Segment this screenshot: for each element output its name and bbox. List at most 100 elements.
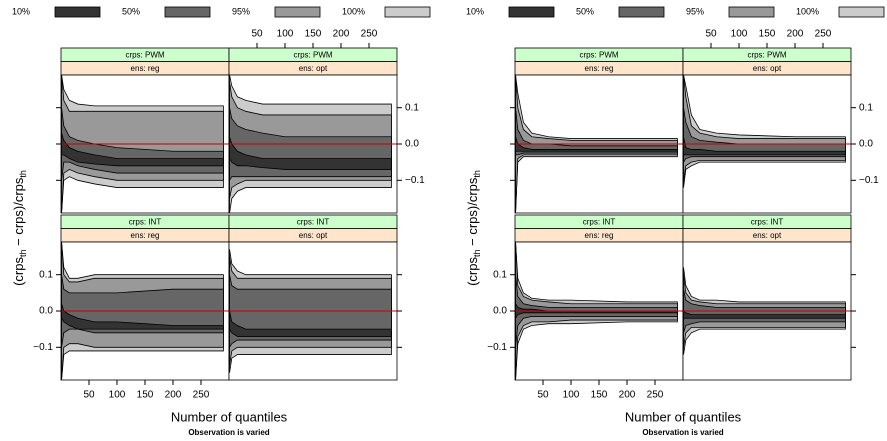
y-tick-label: 0.0 [859, 139, 873, 150]
legend-label: 10% [466, 6, 484, 16]
strip-label: crps: PWM [579, 50, 618, 59]
legend-label: 95% [232, 6, 250, 16]
subtitle: Observation is varied [642, 428, 723, 437]
x-tick-label: 150 [759, 29, 776, 40]
legend-label: 50% [576, 6, 594, 16]
quantile-band [683, 310, 846, 319]
x-tick-label: 150 [137, 390, 154, 401]
legend-swatch [508, 6, 555, 18]
x-tick-label: 100 [731, 29, 748, 40]
legend-swatch [274, 6, 321, 18]
strip-label: ens: opt [753, 231, 782, 240]
legend-label: 100% [796, 6, 819, 16]
strip-label: ens: reg [585, 64, 614, 73]
x-tick-label: 100 [563, 390, 580, 401]
y-axis-label-part: − crps) [11, 206, 26, 250]
panel [61, 242, 229, 380]
y-axis-label-part: crps [11, 177, 26, 202]
chart: 10% 50% 95% 100% crps: PWM ens: reg crps: PWM e… [11, 6, 431, 437]
strip-label: ens: opt [299, 231, 328, 240]
x-tick-label: 50 [83, 390, 95, 401]
x-tick-label: 100 [109, 390, 126, 401]
x-tick-label: 50 [705, 29, 717, 40]
strip-label: crps: PWM [747, 50, 786, 59]
y-tick-label: −0.1 [405, 175, 425, 186]
quantile-band [61, 132, 224, 167]
quantile-band [683, 107, 846, 164]
legend-label: 50% [122, 6, 140, 16]
y-axis-label-part: th [18, 250, 28, 258]
y-axis-label-part: / [465, 202, 480, 206]
panel [683, 75, 851, 188]
y-axis-label: (crpsth − crps)/crpsth [465, 170, 482, 286]
panel [61, 75, 229, 213]
y-tick-label: −0.1 [33, 342, 53, 353]
quantile-band [229, 136, 392, 170]
y-tick-label: −0.1 [859, 175, 879, 186]
x-axis-label: Number of quantiles [625, 409, 742, 424]
strip-label: crps: INT [129, 217, 162, 226]
x-tick-label: 250 [361, 29, 378, 40]
y-tick-label: 0.1 [405, 102, 419, 113]
y-tick-label: 0.0 [39, 306, 53, 317]
panel [229, 75, 397, 213]
quantile-band [683, 136, 846, 156]
legend-swatch [618, 6, 665, 18]
strip-label: crps: INT [297, 217, 330, 226]
legend-swatch [384, 6, 431, 18]
x-tick-label: 50 [537, 390, 549, 401]
x-tick-label: 250 [815, 29, 832, 40]
y-tick-label: 0.1 [39, 269, 53, 280]
y-tick-label: −0.1 [487, 342, 507, 353]
chart: 10% 50% 95% 100% crps: PWM ens: reg crps: PWM e… [465, 6, 885, 437]
x-tick-label: 200 [787, 29, 804, 40]
legend-swatch [164, 6, 211, 18]
x-tick-label: 100 [277, 29, 294, 40]
x-tick-label: 200 [619, 390, 636, 401]
legend-label: 10% [12, 6, 30, 16]
x-tick-label: 150 [305, 29, 322, 40]
legend-swatch [838, 6, 885, 18]
y-axis-label-part: crps [465, 177, 480, 202]
strip-label: ens: opt [299, 64, 328, 73]
panel [515, 242, 683, 380]
legend-label: 95% [686, 6, 704, 16]
x-tick-label: 250 [647, 390, 664, 401]
y-tick-label: 0.1 [859, 102, 873, 113]
quantile-band [515, 136, 678, 152]
y-axis-label-part: / [11, 202, 26, 206]
y-axis-label-part: − crps) [465, 206, 480, 250]
panel [683, 267, 851, 355]
strip-label: crps: INT [751, 217, 784, 226]
strip-label: ens: opt [753, 64, 782, 73]
x-tick-label: 200 [333, 29, 350, 40]
y-axis-label: (crpsth − crps)/crpsth [11, 170, 28, 286]
y-axis-label-part: (crps [11, 257, 26, 286]
legend-label: 100% [342, 6, 365, 16]
y-axis-label-part: th [18, 170, 28, 178]
x-tick-label: 150 [591, 390, 608, 401]
y-axis-label-part: (crps [465, 257, 480, 286]
panel [515, 75, 683, 213]
panel [229, 249, 397, 373]
subtitle: Observation is varied [188, 428, 269, 437]
legend-swatch [728, 6, 775, 18]
y-tick-label: 0.0 [493, 306, 507, 317]
strip-label: ens: reg [585, 231, 614, 240]
quantile-band [61, 303, 224, 330]
strip-label: crps: PWM [293, 50, 332, 59]
x-axis-label: Number of quantiles [171, 409, 288, 424]
x-tick-label: 200 [165, 390, 182, 401]
strip-label: ens: reg [131, 64, 160, 73]
strip-label: ens: reg [131, 231, 160, 240]
legend-swatch [54, 6, 101, 18]
strip-label: crps: INT [583, 217, 616, 226]
y-tick-label: 0.0 [405, 139, 419, 150]
quantile-band [229, 310, 392, 337]
strip-label: crps: PWM [125, 50, 164, 59]
y-tick-label: 0.1 [493, 269, 507, 280]
x-tick-label: 250 [193, 390, 210, 401]
y-axis-label-part: th [472, 170, 482, 178]
x-tick-label: 50 [251, 29, 263, 40]
